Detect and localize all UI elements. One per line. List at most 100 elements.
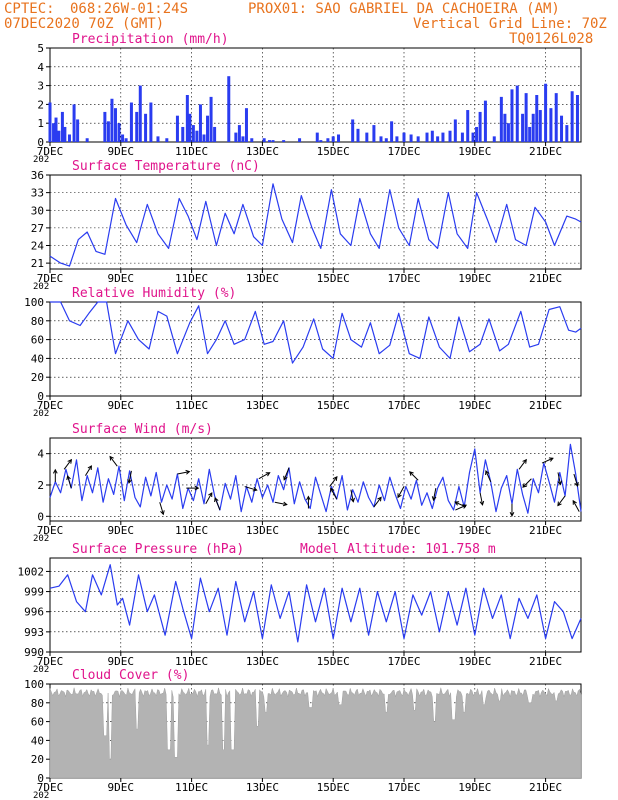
- precip-bar: [471, 132, 475, 142]
- wind-arrow: [397, 486, 405, 498]
- precip-bar: [191, 125, 195, 142]
- precip-bar: [244, 108, 248, 142]
- precip-bar: [390, 121, 394, 142]
- temp-ytick-label: 36: [31, 169, 44, 182]
- rh-xtick-label: 11DEC: [175, 399, 208, 412]
- precip-bar: [337, 134, 341, 142]
- wind-arrow: [485, 470, 492, 483]
- temp-xtick-label: 7DEC: [37, 272, 64, 285]
- header-coords: 068:26W-01:24S: [70, 1, 189, 17]
- precip-bar: [356, 128, 360, 142]
- pres-xtick-label: 11DEC: [175, 655, 208, 668]
- temp-ytick-label: 21: [31, 257, 44, 270]
- precip-bar: [570, 91, 574, 142]
- wind-line: [49, 443, 582, 514]
- rh-xtick-label: 9DEC: [108, 399, 135, 412]
- rh-xtick-label: 19DEC: [458, 399, 491, 412]
- precip-ytick-label: 0: [37, 136, 44, 149]
- wind-arrow-head: [214, 497, 219, 503]
- cloud-xtick-label: 17DEC: [387, 781, 420, 794]
- wind-arrow: [84, 465, 92, 476]
- precip-bar: [250, 138, 254, 142]
- precip-bar: [48, 102, 52, 142]
- wind-arrow: [522, 478, 532, 488]
- wind-arrow-head: [194, 485, 200, 491]
- precip-bar: [425, 132, 429, 142]
- wind-arrow: [557, 495, 566, 506]
- pres-xtick-label: 9DEC: [108, 655, 135, 668]
- precip-bar: [351, 119, 355, 142]
- precip-xtick-label: 9DEC: [108, 145, 135, 158]
- precip-xtick-label: 13DEC: [246, 145, 279, 158]
- precip-bar: [528, 126, 532, 142]
- precip-bar: [271, 140, 275, 142]
- cloud-ytick-label: 20: [31, 753, 44, 766]
- precip-frame: [49, 47, 582, 143]
- temp-xtick-label: 13DEC: [246, 272, 279, 285]
- pres-frame: [49, 557, 582, 653]
- precip-bar: [198, 104, 202, 142]
- precip-bar: [267, 140, 271, 142]
- pres-line: [49, 564, 582, 643]
- pres-xtick-label: 15DEC: [317, 655, 350, 668]
- precip-bar: [448, 130, 452, 142]
- precip-bar: [85, 138, 89, 142]
- precip-bar: [76, 119, 80, 142]
- temp-year-stub: 202: [33, 282, 49, 292]
- precip-bar: [441, 132, 445, 142]
- cloud-ytick-label: 100: [24, 678, 44, 691]
- precip-bar: [234, 132, 238, 142]
- wind-arrow-head: [454, 501, 460, 506]
- precip-bar: [181, 126, 185, 142]
- cloud-ytick-label: 60: [31, 716, 44, 729]
- precip-bar: [57, 130, 61, 142]
- pres-ytick-label: 993: [24, 626, 44, 639]
- wind-arrow-head: [557, 501, 562, 507]
- wind-arrow: [330, 488, 338, 500]
- rh-xtick-label: 15DEC: [317, 399, 350, 412]
- precip-bar: [138, 85, 142, 142]
- wind-arrow: [518, 459, 527, 470]
- temp-xtick-label: 15DEC: [317, 272, 350, 285]
- wind-arrow: [274, 501, 287, 506]
- precip-xtick-label: 7DEC: [37, 145, 64, 158]
- precip-bar: [565, 125, 569, 142]
- wind-title: Surface Wind (m/s): [72, 422, 213, 437]
- wind-arrow-head: [66, 475, 71, 481]
- wind-xtick-label: 17DEC: [387, 524, 420, 537]
- precip-ytick-label: 1: [37, 117, 44, 130]
- wind-arrow: [244, 486, 257, 491]
- wind-arrow-head: [431, 496, 437, 502]
- precip-bar: [67, 134, 71, 142]
- temp-ytick-label: 27: [31, 222, 44, 235]
- precip-bar: [326, 138, 330, 142]
- precip-bar: [535, 95, 539, 142]
- precip-bar: [213, 126, 217, 142]
- precip-bar: [52, 123, 56, 142]
- precip-bar: [262, 138, 266, 142]
- header-grid-note: Vertical Grid Line: 70Z: [413, 16, 607, 32]
- wind-arrow-head: [330, 487, 335, 493]
- wind-arrow-head: [462, 504, 468, 509]
- wind-year-stub: 202: [33, 534, 49, 544]
- wind-arrow: [573, 473, 578, 487]
- temp-ytick-label: 24: [31, 240, 45, 253]
- precip-bar: [282, 140, 286, 142]
- precip-bar: [478, 111, 482, 142]
- precip-bar: [202, 134, 206, 142]
- precip-bar: [475, 126, 479, 142]
- wind-arrow-head: [265, 472, 271, 477]
- wind-arrow-head: [557, 480, 563, 486]
- precip-bar: [237, 125, 241, 142]
- precip-bar: [60, 111, 64, 142]
- wind-arrow-head: [397, 493, 402, 499]
- precip-ytick-label: 5: [37, 42, 44, 55]
- wind-arrow: [373, 497, 382, 508]
- cloud-xtick-label: 7DEC: [37, 781, 64, 794]
- rh-title: Relative Humidity (%): [72, 286, 236, 301]
- wind-arrow-head: [377, 496, 382, 502]
- rh-xtick-label: 13DEC: [246, 399, 279, 412]
- temp-xtick-label: 9DEC: [108, 272, 135, 285]
- precip-year-stub: 202: [33, 155, 49, 165]
- wind-arrow: [350, 489, 354, 502]
